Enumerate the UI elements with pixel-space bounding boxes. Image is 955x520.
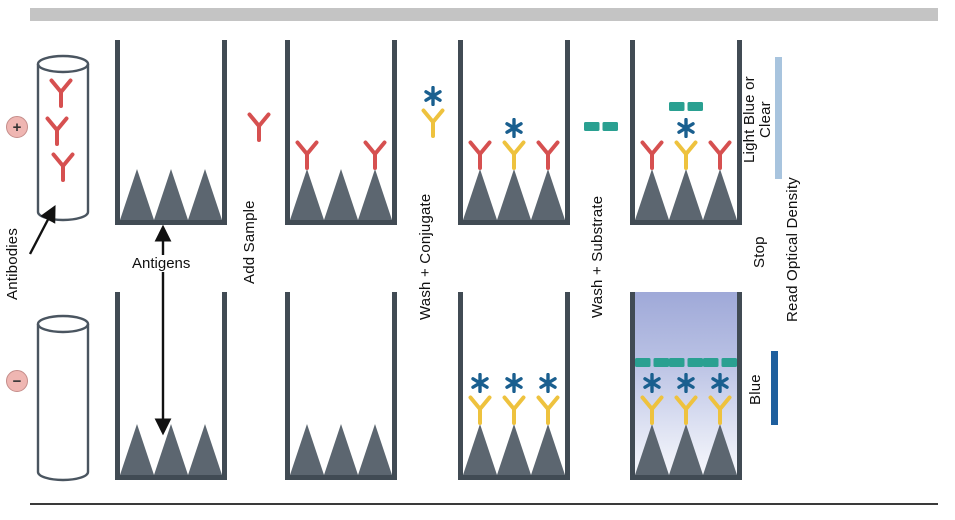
antigen-triangles-icon xyxy=(120,166,222,220)
wash-conjugate-label: Wash + Conjugate xyxy=(417,193,434,321)
positive-sign-badge: + xyxy=(6,116,28,138)
bottom-rule xyxy=(30,503,938,505)
antigen-triangles-icon xyxy=(463,166,565,220)
enzyme-star-icon xyxy=(471,373,489,393)
well-bottom-2 xyxy=(285,292,397,480)
antibody-icon xyxy=(48,74,74,108)
substrate-icon xyxy=(703,358,737,367)
enzyme-star-icon xyxy=(505,373,523,393)
dark-blue-result-bar xyxy=(771,351,778,425)
antigen-triangles-icon xyxy=(635,421,737,475)
enzyme-star-icon xyxy=(643,373,661,393)
antibody-icon xyxy=(535,136,561,170)
conjugate-antibody-icon xyxy=(501,136,527,170)
top-gray-bar xyxy=(30,8,938,21)
conjugate-antibody-icon xyxy=(535,391,561,425)
antibody-icon xyxy=(639,136,665,170)
conjugate-antibody-icon xyxy=(673,136,699,170)
antigens-label: Antigens xyxy=(129,255,194,272)
enzyme-star-icon xyxy=(711,373,729,393)
enzyme-star-icon xyxy=(539,373,557,393)
result-top-label-line1: Light Blue or xyxy=(741,76,758,164)
free-sample-antibody-icon xyxy=(246,108,272,142)
well-bottom-3 xyxy=(458,292,570,480)
free-substrate-icon xyxy=(584,122,618,131)
conjugate-antibody-icon xyxy=(420,104,446,138)
wash-substrate-label: Wash + Substrate xyxy=(589,195,606,319)
well-top-4 xyxy=(630,40,742,225)
well-top-1 xyxy=(115,40,227,225)
antigen-triangles-icon xyxy=(635,166,737,220)
enzyme-star-icon xyxy=(677,373,695,393)
antigen-triangles-icon xyxy=(290,421,392,475)
substrate-icon xyxy=(669,358,703,367)
conjugate-antibody-icon xyxy=(673,391,699,425)
conjugate-antibody-icon xyxy=(639,391,665,425)
substrate-icon xyxy=(635,358,669,367)
well-top-2 xyxy=(285,40,397,225)
substrate-icon xyxy=(669,102,703,111)
antibody-icon xyxy=(50,148,76,182)
negative-tube-icon xyxy=(36,314,90,486)
antibodies-label: Antibodies xyxy=(4,227,21,301)
add-sample-label: Add Sample xyxy=(241,200,258,284)
antibodies-arrow-icon xyxy=(28,205,56,255)
read-optical-density-label: Read Optical Density xyxy=(784,177,801,323)
antigen-triangles-icon xyxy=(463,421,565,475)
blue-label: Blue xyxy=(747,374,764,406)
antigen-triangles-icon xyxy=(290,166,392,220)
conjugate-antibody-icon xyxy=(467,391,493,425)
enzyme-star-icon xyxy=(677,118,695,138)
antibody-icon xyxy=(362,136,388,170)
enzyme-star-icon xyxy=(505,118,523,138)
negative-sign-badge: − xyxy=(6,370,28,392)
result-top-label-line2: Clear xyxy=(757,101,774,139)
well-top-3 xyxy=(458,40,570,225)
light-blue-result-bar xyxy=(775,57,782,179)
antibody-icon xyxy=(707,136,733,170)
antibody-icon xyxy=(294,136,320,170)
antibody-icon xyxy=(467,136,493,170)
conjugate-antibody-icon xyxy=(707,391,733,425)
well-bottom-4 xyxy=(630,292,742,480)
stop-label: Stop xyxy=(751,236,768,268)
conjugate-antibody-icon xyxy=(501,391,527,425)
antigens-double-arrow-icon xyxy=(154,224,172,436)
enzyme-star-icon xyxy=(424,86,442,106)
antibody-icon xyxy=(44,112,70,146)
